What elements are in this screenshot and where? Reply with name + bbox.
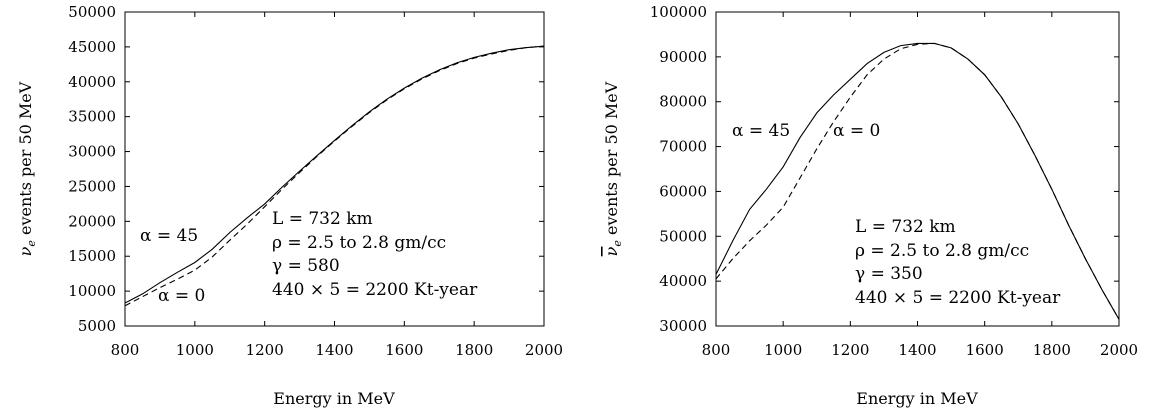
tick-group: 800 1000 1200 1400 1600 1800 2000 30000 40000 500… — [650, 3, 1138, 359]
x-tick-label: 800 — [702, 341, 731, 359]
x-tick-label: 1400 — [898, 341, 936, 359]
param-line: ρ = 2.5 to 2.8 gm/cc — [855, 241, 1029, 261]
y-tick-label: 30000 — [659, 317, 707, 335]
y-tick-label: 25000 — [68, 177, 116, 195]
y-tick-label: 10000 — [68, 282, 116, 300]
y-tick-label: 5000 — [78, 317, 116, 335]
right-chart: 800 1000 1200 1400 1600 1800 2000 30000 40000 500… — [602, 3, 1138, 408]
y-axis-label: νe events per 50 MeV — [602, 81, 624, 256]
y-tick-label: 80000 — [659, 93, 707, 111]
y-tick-label: 35000 — [68, 108, 116, 126]
y-tick-label: 90000 — [659, 48, 707, 66]
param-line: γ = 350 — [855, 264, 923, 284]
series-line-alpha-0 — [124, 45, 545, 307]
param-line: ρ = 2.5 to 2.8 gm/cc — [272, 233, 446, 253]
series-line-alpha-45 — [124, 45, 545, 304]
y-tick-label: 100000 — [650, 3, 707, 21]
y-tick-label: 40000 — [659, 272, 707, 290]
x-tick-label: 1000 — [764, 341, 802, 359]
annotation-alpha-45: α = 45 — [732, 121, 790, 141]
x-tick-label: 2000 — [1100, 341, 1138, 359]
annotation-alpha-0: α = 0 — [833, 121, 880, 141]
x-tick-label: 1600 — [385, 341, 423, 359]
x-tick-label: 1200 — [246, 341, 284, 359]
y-tick-label: 60000 — [659, 182, 707, 200]
x-tick-label: 2000 — [525, 341, 563, 359]
y-tick-label: 45000 — [68, 38, 116, 56]
x-tick-label: 1600 — [966, 341, 1004, 359]
param-line: L = 732 km — [855, 217, 956, 237]
param-line: γ = 580 — [272, 256, 340, 276]
y-tick-label: 30000 — [68, 143, 116, 161]
y-tick-label: 50000 — [659, 227, 707, 245]
x-tick-label: 1800 — [1033, 341, 1071, 359]
x-tick-label: 1200 — [831, 341, 869, 359]
x-axis-label: Energy in MeV — [273, 389, 395, 408]
param-line: L = 732 km — [272, 209, 373, 229]
y-tick-label: 50000 — [68, 3, 116, 21]
left-chart: 800 1000 1200 1400 1600 1800 2000 5000 10000 1500… — [16, 3, 563, 408]
y-tick-label: 40000 — [68, 73, 116, 91]
x-tick-label: 1800 — [455, 341, 493, 359]
tick-group: 800 1000 1200 1400 1600 1800 2000 5000 10000 1500… — [68, 3, 563, 359]
series-group — [124, 45, 545, 307]
series-group — [715, 42, 1120, 320]
x-tick-label: 1000 — [176, 341, 214, 359]
y-tick-label: 20000 — [68, 212, 116, 230]
param-line: 440 × 5 = 2200 Kt-year — [855, 288, 1061, 308]
annotation-alpha-0: α = 0 — [158, 286, 205, 306]
y-axis-label: νe events per 50 MeV — [16, 81, 38, 256]
y-tick-label: 70000 — [659, 138, 707, 156]
x-axis-label: Energy in MeV — [856, 389, 978, 408]
param-line: 440 × 5 = 2200 Kt-year — [272, 280, 478, 300]
x-tick-label: 800 — [111, 341, 140, 359]
plot-frame — [124, 11, 545, 327]
x-tick-label: 1400 — [315, 341, 353, 359]
y-tick-label: 15000 — [68, 247, 116, 265]
annotation-alpha-45: α = 45 — [140, 226, 198, 246]
series-line-alpha-0 — [715, 42, 1120, 320]
